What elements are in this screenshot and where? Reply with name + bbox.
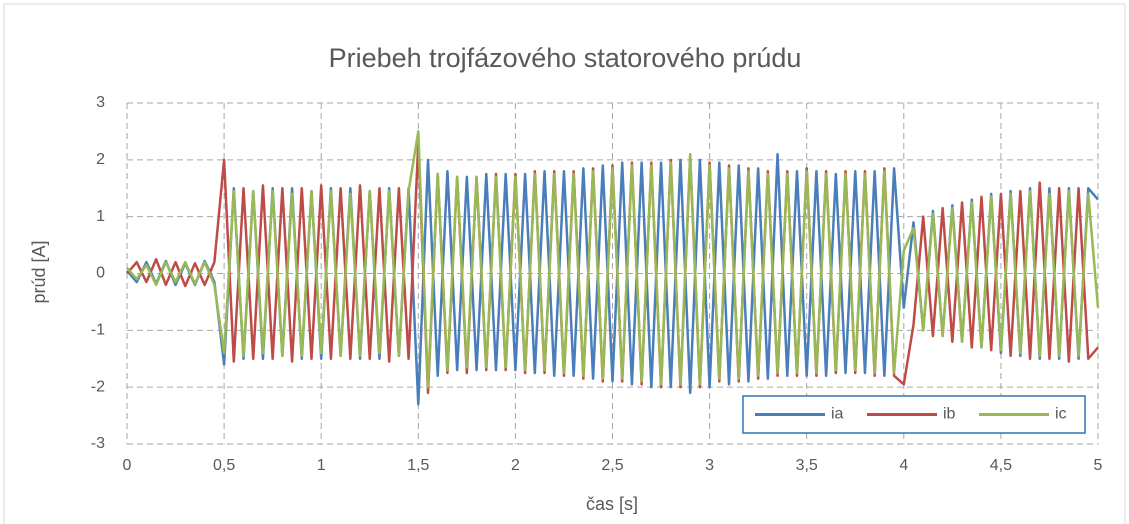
legend: ia ib ic bbox=[742, 395, 1086, 434]
y-tick-label: 3 bbox=[96, 94, 105, 111]
y-tick-label: -1 bbox=[91, 322, 105, 339]
y-tick-label: 0 bbox=[96, 265, 105, 282]
x-tick-label: 1 bbox=[317, 457, 326, 474]
chart-title: Priebeh trojfázového statorového prúdu bbox=[329, 43, 802, 73]
x-tick-label: 2 bbox=[511, 457, 520, 474]
x-tick-label: 3 bbox=[705, 457, 714, 474]
y-axis-label: prúd [A] bbox=[29, 240, 49, 303]
legend-label: ib bbox=[943, 406, 956, 423]
y-tick-label: -2 bbox=[91, 378, 105, 395]
x-tick-label: 5 bbox=[1094, 457, 1103, 474]
series-line bbox=[126, 141, 1099, 395]
legend-label: ia bbox=[831, 406, 844, 423]
legend-label: ic bbox=[1055, 406, 1067, 423]
x-tick-label: 0,5 bbox=[213, 457, 235, 474]
x-tick-label: 3,5 bbox=[796, 457, 818, 474]
x-tick-label: 4 bbox=[899, 457, 908, 474]
x-tick-label: 2,5 bbox=[601, 457, 623, 474]
x-tick-label: 4,5 bbox=[990, 457, 1012, 474]
y-tick-label: 1 bbox=[96, 208, 105, 225]
y-tick-label: 2 bbox=[96, 151, 105, 168]
x-tick-label: 1,5 bbox=[407, 457, 429, 474]
x-axis-label: čas [s] bbox=[586, 494, 638, 514]
series-line bbox=[126, 130, 1100, 389]
y-tick-label: -3 bbox=[91, 435, 105, 452]
x-tick-label: 0 bbox=[123, 457, 132, 474]
